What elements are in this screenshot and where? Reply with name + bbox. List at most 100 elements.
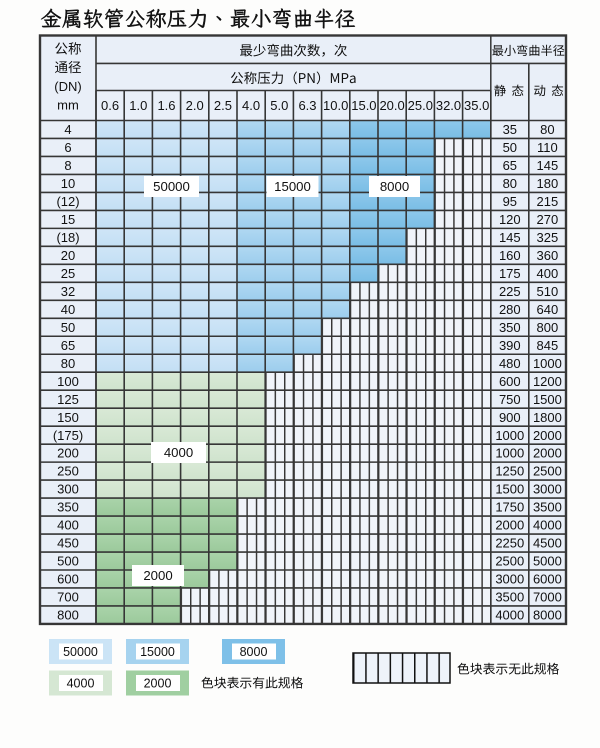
svg-text:35.0: 35.0	[464, 98, 489, 113]
svg-text:110: 110	[537, 140, 558, 155]
svg-text:15: 15	[61, 212, 75, 227]
svg-text:4500: 4500	[533, 536, 562, 551]
svg-text:80: 80	[503, 176, 517, 191]
svg-text:4.0: 4.0	[242, 98, 260, 113]
svg-text:35: 35	[503, 122, 517, 137]
svg-text:15000: 15000	[274, 179, 311, 194]
svg-text:6000: 6000	[533, 572, 562, 587]
svg-text:(DN): (DN)	[54, 79, 81, 94]
svg-text:80: 80	[61, 356, 75, 371]
svg-text:360: 360	[537, 248, 559, 263]
svg-text:125: 125	[57, 392, 79, 407]
svg-text:20: 20	[61, 248, 75, 263]
svg-text:1250: 1250	[495, 464, 524, 479]
svg-text:3500: 3500	[495, 590, 524, 605]
svg-text:1.0: 1.0	[129, 98, 147, 113]
svg-text:8000: 8000	[380, 179, 409, 194]
svg-text:8: 8	[64, 158, 71, 173]
svg-text:2000: 2000	[495, 518, 524, 533]
svg-text:600: 600	[499, 374, 521, 389]
svg-text:160: 160	[499, 248, 521, 263]
svg-text:20.0: 20.0	[379, 98, 404, 113]
svg-text:1800: 1800	[533, 410, 562, 425]
svg-text:480: 480	[499, 356, 521, 371]
svg-text:8000: 8000	[240, 645, 268, 659]
svg-text:10: 10	[61, 176, 75, 191]
svg-text:325: 325	[537, 230, 559, 245]
svg-text:270: 270	[537, 212, 559, 227]
svg-text:180: 180	[537, 176, 559, 191]
svg-text:3500: 3500	[533, 500, 562, 515]
svg-text:100: 100	[57, 374, 79, 389]
svg-text:200: 200	[57, 446, 79, 461]
svg-text:95: 95	[503, 194, 517, 209]
svg-text:750: 750	[499, 392, 521, 407]
svg-text:25: 25	[61, 266, 75, 281]
svg-text:50: 50	[61, 320, 75, 335]
svg-text:175: 175	[499, 266, 521, 281]
svg-text:32.0: 32.0	[436, 98, 461, 113]
svg-text:390: 390	[499, 338, 521, 353]
svg-text:1000: 1000	[495, 428, 524, 443]
svg-text:3000: 3000	[533, 482, 562, 497]
svg-text:0.6: 0.6	[101, 98, 119, 113]
svg-text:6: 6	[64, 140, 71, 155]
svg-text:5.0: 5.0	[270, 98, 288, 113]
svg-text:4000: 4000	[164, 445, 193, 460]
svg-text:mm: mm	[57, 98, 79, 113]
svg-text:65: 65	[61, 338, 75, 353]
svg-text:2000: 2000	[143, 568, 172, 583]
svg-text:800: 800	[537, 320, 559, 335]
svg-text:350: 350	[499, 320, 521, 335]
svg-text:280: 280	[499, 302, 521, 317]
svg-text:1500: 1500	[533, 392, 562, 407]
svg-text:1750: 1750	[495, 500, 524, 515]
svg-text:1.6: 1.6	[157, 98, 175, 113]
svg-text:600: 600	[57, 572, 79, 587]
svg-text:4000: 4000	[67, 677, 95, 691]
svg-text:50000: 50000	[153, 179, 190, 194]
svg-text:1200: 1200	[533, 374, 562, 389]
svg-text:4: 4	[64, 122, 71, 137]
svg-text:4000: 4000	[495, 608, 524, 623]
svg-text:15000: 15000	[140, 645, 175, 659]
svg-text:700: 700	[57, 590, 79, 605]
svg-text:2.5: 2.5	[214, 98, 232, 113]
svg-text:215: 215	[537, 194, 559, 209]
svg-text:65: 65	[503, 158, 517, 173]
svg-text:510: 510	[537, 284, 559, 299]
svg-text:2000: 2000	[533, 446, 562, 461]
svg-text:150: 150	[57, 410, 79, 425]
svg-text:640: 640	[537, 302, 559, 317]
svg-text:800: 800	[57, 608, 79, 623]
svg-text:2500: 2500	[495, 554, 524, 569]
svg-text:80: 80	[540, 122, 554, 137]
svg-text:(18): (18)	[56, 230, 79, 245]
svg-text:(175): (175)	[53, 428, 83, 443]
svg-text:7000: 7000	[533, 590, 562, 605]
svg-text:50000: 50000	[63, 645, 98, 659]
svg-text:120: 120	[499, 212, 521, 227]
svg-text:350: 350	[57, 500, 79, 515]
svg-text:2000: 2000	[533, 428, 562, 443]
svg-text:8000: 8000	[533, 608, 562, 623]
svg-text:50: 50	[503, 140, 517, 155]
svg-text:40: 40	[61, 302, 75, 317]
svg-text:2250: 2250	[495, 536, 524, 551]
svg-text:145: 145	[499, 230, 521, 245]
svg-text:845: 845	[537, 338, 559, 353]
svg-text:450: 450	[57, 536, 79, 551]
svg-text:32: 32	[61, 284, 75, 299]
svg-text:2.0: 2.0	[186, 98, 204, 113]
svg-text:250: 250	[57, 464, 79, 479]
svg-text:1500: 1500	[495, 482, 524, 497]
svg-text:25.0: 25.0	[408, 98, 433, 113]
svg-text:15.0: 15.0	[351, 98, 376, 113]
svg-text:2500: 2500	[533, 464, 562, 479]
svg-text:400: 400	[57, 518, 79, 533]
svg-text:225: 225	[499, 284, 521, 299]
svg-text:(12): (12)	[56, 194, 79, 209]
svg-text:3000: 3000	[495, 572, 524, 587]
svg-text:10.0: 10.0	[323, 98, 348, 113]
svg-text:500: 500	[57, 554, 79, 569]
